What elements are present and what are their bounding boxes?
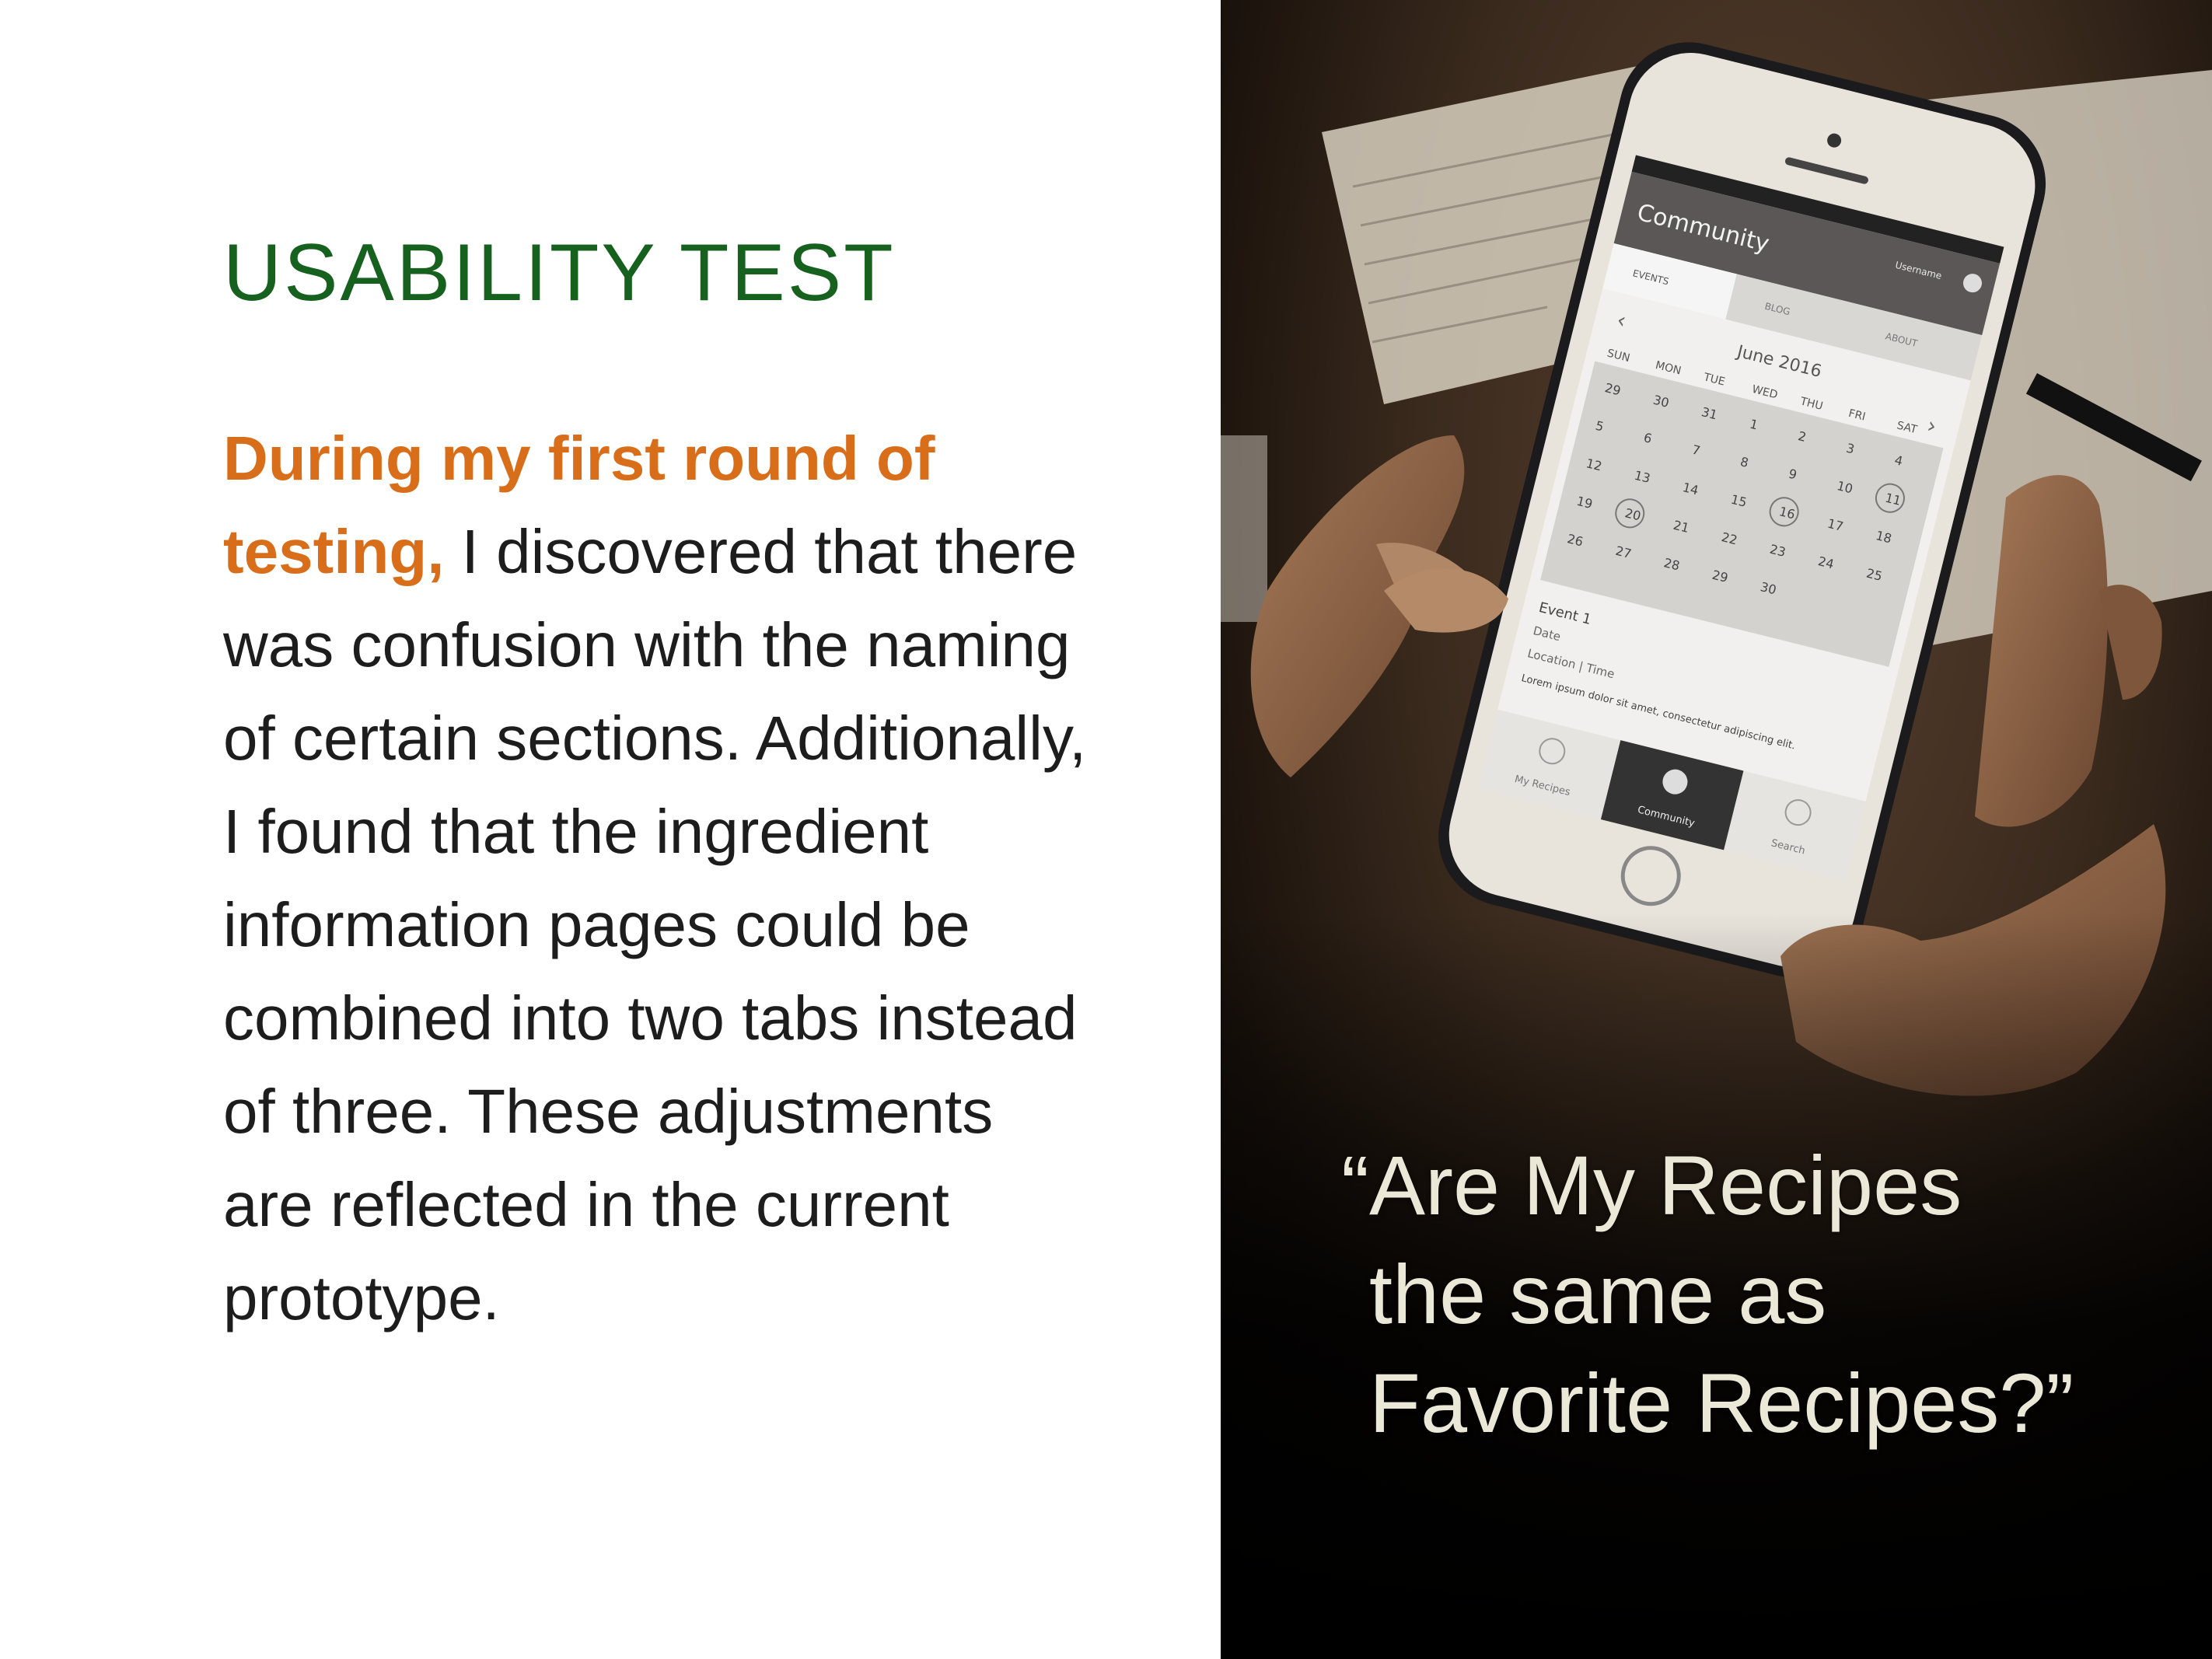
text-panel: USABILITY TEST During my first round of … <box>223 228 1094 1345</box>
quote-line-3: Favorite Recipes?” <box>1369 1356 2074 1450</box>
usability-test-photo: Community Username EVENTS BLOG ABOUT ‹ J… <box>1221 0 2212 1659</box>
highlighted-phrase: During my first round of testing, <box>223 424 935 586</box>
user-quote: “Are My Recipes the same as Favorite Rec… <box>1341 1131 2196 1458</box>
slide-body: During my first round of testing, I disc… <box>223 412 1094 1345</box>
quote-line-2: the same as <box>1369 1247 1827 1341</box>
quote-line-1: “Are My Recipes <box>1341 1138 1962 1232</box>
slide-title: USABILITY TEST <box>223 228 896 318</box>
photo-illustration: Community Username EVENTS BLOG ABOUT ‹ J… <box>1221 0 2212 1659</box>
body-text: I discovered that there was confusion wi… <box>223 517 1087 1332</box>
